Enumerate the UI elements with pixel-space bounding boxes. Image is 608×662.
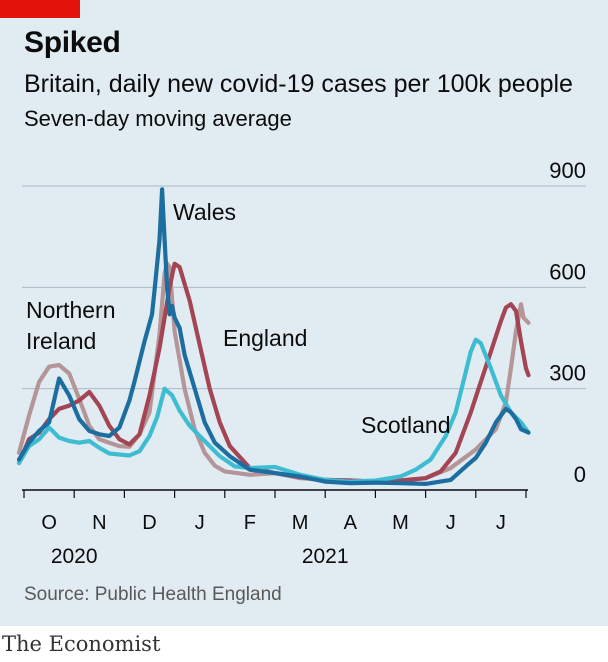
x-year-label: 2020 [51,545,98,568]
y-tick-label: 600 [549,259,586,284]
series-label-wales: Wales [173,199,236,225]
series-label-scotland: Scotland [361,412,451,438]
x-tick-label: M [292,512,309,534]
chart-subtitle: Britain, daily new covid-19 cases per 10… [24,70,573,98]
y-tick-label: 900 [549,158,586,183]
chart-note: Seven-day moving average [24,106,292,131]
publication-brand: The Economist [2,632,161,656]
y-tick-label: 0 [574,462,586,487]
chart-panel [0,0,608,626]
y-tick-label: 300 [549,361,586,386]
x-tick-label: O [41,512,57,534]
x-year-label: 2021 [302,545,349,568]
footer-bar [0,626,608,662]
series-line-scotland [16,337,531,484]
series-label-northern-ireland: Ireland [26,328,96,354]
chart-title: Spiked [24,26,121,59]
x-tick-label: J [195,512,205,534]
brand-red-bar [0,0,80,18]
x-tick-label: N [92,512,106,534]
series-label-england: England [223,325,307,351]
x-tick-label: A [344,512,358,534]
source-note: Source: Public Health England [24,584,282,605]
series-line-england [16,261,531,484]
series-line-wales [16,187,531,486]
x-tick-label: D [142,512,156,534]
x-tick-label: F [244,512,256,534]
x-tick-label: M [392,512,409,534]
x-tick-label: J [496,512,506,534]
x-tick-label: J [446,512,456,534]
series-label-northern-ireland: Northern [26,297,115,323]
line-chart: 0 300 600 900 O N D J F M A M J J 2020 2021 Wales Norther… [16,158,586,568]
